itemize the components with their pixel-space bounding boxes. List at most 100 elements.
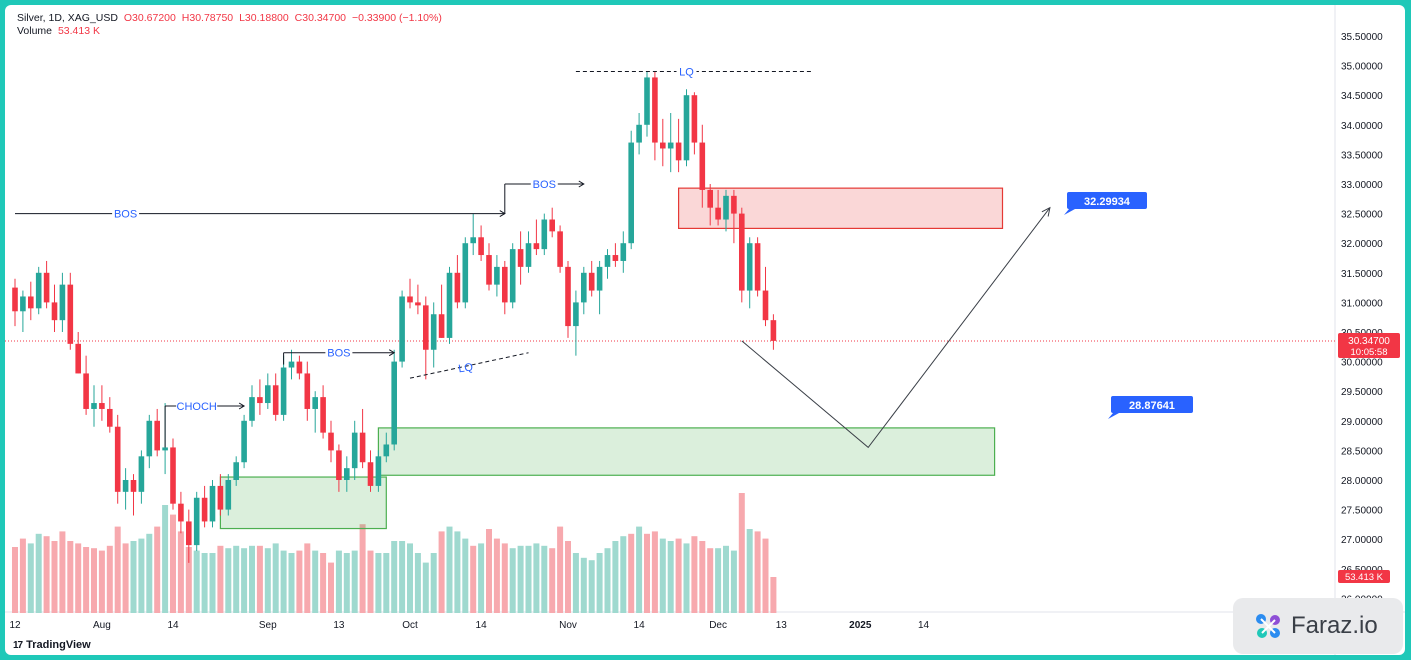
supply-callout-label: 32.29934	[1084, 196, 1131, 208]
volume-bar	[106, 545, 113, 613]
demand-callout-pointer	[1108, 413, 1119, 419]
y-tick-label: 34.50000	[1341, 91, 1383, 102]
volume-bar	[217, 545, 224, 613]
legend-symbol: Silver, 1D, XAG_USD	[17, 12, 118, 24]
candle-body	[462, 243, 469, 303]
x-tick-label: 14	[167, 620, 179, 631]
tradingview-logo[interactable]: 17 TradingView	[13, 639, 91, 651]
candle-body	[114, 426, 121, 492]
volume-bar	[651, 531, 658, 613]
volume-bar	[351, 550, 358, 613]
demand-callout-box	[1111, 396, 1193, 413]
legend-high: H30.78750	[181, 12, 234, 24]
volume-bar	[185, 547, 192, 613]
volume-badge-value: 53.413 K	[1345, 572, 1384, 583]
annotation-label: LQ	[679, 67, 694, 79]
last-price-countdown: 10:05:58	[1351, 347, 1388, 358]
candle-body	[99, 403, 105, 409]
volume-bar	[27, 543, 34, 613]
volume-bar	[328, 562, 334, 613]
volume-bar	[264, 548, 271, 613]
volume-bar	[343, 553, 350, 613]
candle-body	[723, 195, 729, 220]
candle-body	[59, 284, 66, 321]
liquidity-line	[409, 352, 529, 379]
candle-body	[375, 456, 382, 486]
candle-body	[20, 296, 26, 312]
label-background	[530, 177, 558, 190]
candle-body	[644, 77, 650, 125]
volume-bar	[288, 553, 295, 613]
candle-body	[12, 287, 18, 312]
x-tick-label: 14	[634, 620, 646, 631]
x-tick-label: 14	[918, 620, 930, 631]
candle-body	[201, 497, 208, 522]
volume-bar	[422, 562, 429, 613]
candle-body	[754, 243, 761, 291]
candle-body	[415, 302, 421, 306]
volume-bar	[486, 529, 492, 613]
candle-body	[604, 255, 611, 267]
volume-bar	[312, 550, 319, 613]
y-tick-label: 35.00000	[1341, 62, 1383, 73]
label-background	[112, 206, 140, 220]
candle-body	[478, 237, 484, 256]
candle-body	[43, 272, 50, 303]
volume-bar	[170, 514, 176, 613]
candle-body	[502, 266, 508, 303]
x-tick-label: Aug	[93, 620, 111, 631]
volume-bar	[177, 531, 184, 613]
volume-bar	[770, 577, 777, 613]
volume-bar	[91, 548, 97, 613]
candle-body	[620, 243, 627, 261]
annotation-label: CHOCH	[177, 401, 217, 413]
candle-body	[509, 249, 516, 303]
volume-bar	[723, 545, 729, 613]
candle-body	[770, 320, 777, 341]
volume-bar	[565, 541, 571, 613]
candle-body	[762, 290, 769, 321]
candle-body	[344, 468, 350, 480]
candle-body	[573, 302, 579, 327]
last-price-value: 30.34700	[1348, 336, 1390, 347]
legend-volume-label: Volume	[17, 25, 53, 37]
volume-bar	[12, 547, 18, 613]
volume-bar	[83, 547, 90, 613]
candle-body	[178, 503, 184, 522]
volume-bar	[699, 541, 706, 613]
candle-body	[383, 444, 390, 457]
y-tick-label: 27.00000	[1341, 535, 1383, 546]
candle-body	[186, 521, 192, 546]
price-chart[interactable]: 35.50000 35.00000 34.50000 34.00000 33.50000…	[5, 5, 1405, 655]
volume-bar	[430, 553, 437, 613]
volume-bar	[51, 541, 58, 613]
candle-body	[249, 397, 255, 421]
legend-change: −0.33900 (−1.10%)	[351, 12, 442, 24]
label-background	[676, 64, 697, 78]
tradingview-icon: 17	[13, 639, 23, 651]
candle-body	[660, 142, 666, 149]
candle-body	[699, 142, 706, 190]
candle-body	[446, 272, 453, 338]
y-tick-label: 31.50000	[1341, 269, 1383, 280]
x-tick-label: Nov	[559, 620, 577, 631]
candle-body	[391, 361, 397, 445]
x-tick-label: 14	[476, 620, 488, 631]
volume-bar	[517, 545, 524, 613]
candle-body	[367, 462, 374, 486]
volume-bar	[493, 538, 500, 613]
volume-bar	[683, 543, 690, 613]
demand-zone	[219, 476, 387, 530]
volume-bar	[580, 557, 587, 613]
volume-bar	[478, 543, 485, 613]
label-background	[325, 345, 353, 359]
volume-bar	[549, 548, 556, 613]
volume-bar	[122, 543, 129, 613]
y-tick-label: 33.50000	[1341, 150, 1383, 161]
arrow-head-icon	[578, 180, 585, 188]
candle-body	[51, 302, 58, 321]
volume-bar	[233, 545, 240, 613]
volume-bar	[304, 543, 311, 613]
y-tick-label: 32.00000	[1341, 239, 1383, 250]
candle-body	[312, 397, 318, 409]
